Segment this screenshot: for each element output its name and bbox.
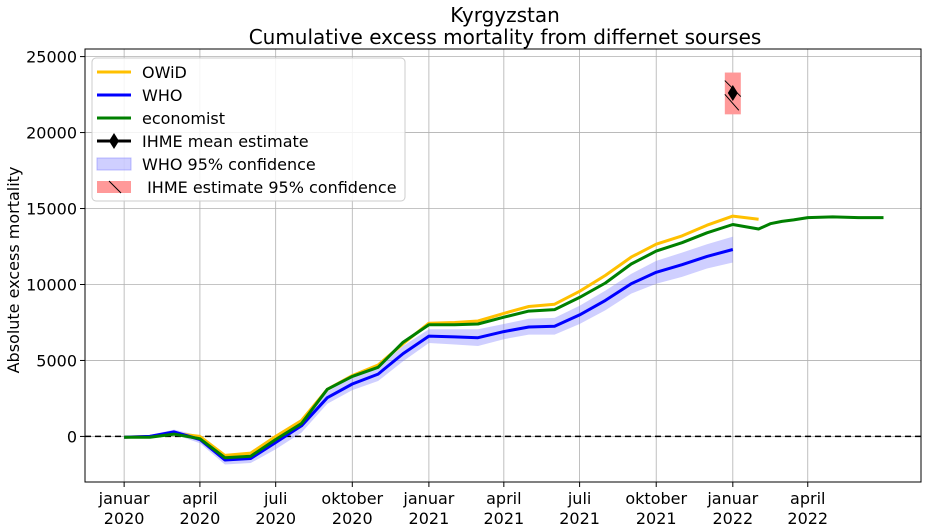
x-tick-label: 2022	[712, 509, 753, 528]
legend-label: economist	[142, 109, 225, 128]
chart-subtitle: Cumulative excess mortality from differn…	[249, 25, 762, 49]
markers	[727, 85, 738, 102]
x-tick-label: 2021	[559, 509, 600, 528]
x-tick-label: 2020	[332, 509, 373, 528]
x-tick-label: juli	[263, 489, 287, 508]
x-tick-label: 2021	[483, 509, 524, 528]
series-lines	[124, 214, 884, 462]
legend-label: IHME mean estimate	[142, 132, 309, 151]
who-confidence-band	[124, 236, 733, 465]
x-tick-label: oktober	[321, 489, 383, 508]
x-ticks: januar2020april2020juli2020oktober2020ja…	[98, 482, 828, 528]
plot-frame	[84, 48, 922, 483]
legend-label: IHME estimate 95% confidence	[142, 178, 397, 197]
who-line	[124, 248, 734, 462]
x-tick-label: januar	[402, 489, 454, 508]
y-tick-label: 20000	[26, 124, 77, 143]
x-tick-label: 2020	[104, 509, 145, 528]
legend-patch-handle	[96, 157, 132, 171]
x-tick-label: april	[486, 489, 521, 508]
legend-box	[91, 57, 406, 202]
legend-label: OWiD	[142, 63, 187, 82]
x-tick-label: 2020	[180, 509, 221, 528]
legend-diamond-handle	[109, 133, 119, 149]
x-tick-label: oktober	[625, 489, 687, 508]
legend-hatch-line	[108, 180, 122, 194]
x-tick-label: april	[790, 489, 825, 508]
ihme-hatch-line	[724, 94, 740, 111]
y-tick-label: 15000	[26, 200, 77, 219]
y-tick-label: 10000	[26, 275, 77, 294]
x-tick-label: januar	[98, 489, 150, 508]
legend-patch-handle	[97, 181, 131, 193]
y-axis-label: Absolute excess mortality	[4, 167, 23, 374]
legend-label: WHO	[142, 86, 182, 105]
x-tick-label: januar	[706, 489, 758, 508]
y-tick-label: 5000	[36, 351, 77, 370]
legend: OWiD WHO economist IHME mean estimate WHO 95…	[91, 57, 406, 202]
x-tick-label: juli	[567, 489, 591, 508]
chart-title: Kyrgyzstan	[450, 3, 560, 27]
economist-line	[124, 215, 884, 460]
owid-line	[124, 214, 759, 457]
x-tick-label: 2021	[409, 509, 450, 528]
ihme-mean-marker	[727, 85, 738, 102]
x-tick-label: 2021	[636, 509, 677, 528]
y-tick-label: 25000	[26, 48, 77, 67]
x-tick-label: 2022	[787, 509, 828, 528]
y-ticks: 0 5000 10000 15000 20000 25000	[26, 48, 85, 446]
y-tick-label: 0	[67, 427, 77, 446]
x-tick-label: april	[182, 489, 217, 508]
legend-label: WHO 95% confidence	[142, 155, 316, 174]
x-tick-label: 2020	[255, 509, 296, 528]
